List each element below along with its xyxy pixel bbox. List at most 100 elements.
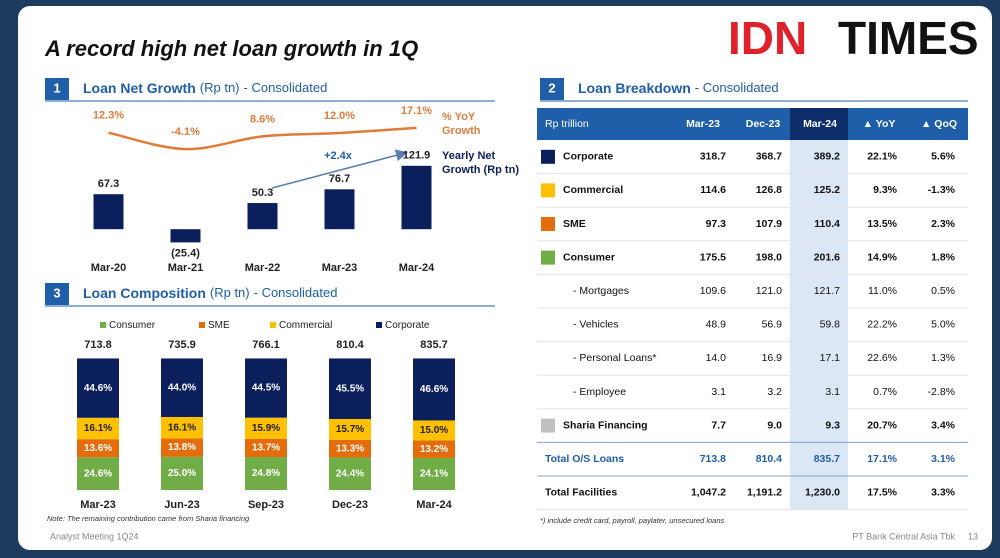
table-cell: 5.0% xyxy=(931,319,955,331)
table-cell: 11.0% xyxy=(868,285,897,297)
table-cell: 121.7 xyxy=(814,285,840,297)
bar-segment xyxy=(77,417,119,440)
table-cell: 1,191.2 xyxy=(747,487,782,499)
bar xyxy=(401,165,432,230)
section-number-box xyxy=(540,78,564,100)
bar xyxy=(324,189,355,230)
table-cell: 3.1% xyxy=(931,453,956,465)
table-header-cell: ▲ YoY xyxy=(863,118,896,130)
x-tick-label: Mar-24 xyxy=(399,262,435,274)
segment-label: 44.6% xyxy=(84,383,112,394)
segment-label: 13.6% xyxy=(84,443,112,454)
table-cell: 1,230.0 xyxy=(805,487,840,499)
bar-segment xyxy=(245,438,287,458)
segment-label: 46.6% xyxy=(420,384,448,395)
growth-line xyxy=(108,126,417,151)
x-tick-label: Mar-23 xyxy=(80,499,115,511)
row-label: Total O/S Loans xyxy=(545,453,624,465)
note: Note: The remaining contribution came fr… xyxy=(47,514,250,523)
bar-segment xyxy=(77,358,119,418)
segment-label: 13.2% xyxy=(420,444,448,455)
table-cell: 1.8% xyxy=(931,251,956,263)
segment-label: 13.3% xyxy=(336,443,364,454)
total-label: 835.7 xyxy=(420,339,448,351)
table-cell: 1.3% xyxy=(931,352,955,364)
table-cell: 48.9 xyxy=(706,319,727,331)
table-cell: 59.8 xyxy=(820,319,841,331)
x-tick-label: Dec-23 xyxy=(332,499,368,511)
bar-segment xyxy=(161,456,203,490)
legend-label: SME xyxy=(208,320,230,331)
row-label: Sharia Financing xyxy=(563,419,648,431)
watermark: IDN xyxy=(728,12,807,64)
table-cell: 14.9% xyxy=(867,251,897,263)
section-subtitle: - Consolidated xyxy=(254,285,338,300)
row-label: - Mortgages xyxy=(573,285,629,297)
table-cell: 389.2 xyxy=(814,151,840,163)
growth-arrow xyxy=(271,149,408,189)
segment-label: 15.9% xyxy=(252,423,280,434)
table-cell: 198.0 xyxy=(756,251,782,263)
table-cell: 110.4 xyxy=(814,218,840,230)
segment-label: 16.1% xyxy=(168,422,196,433)
bar-segment xyxy=(245,457,287,490)
segment-label: 24.4% xyxy=(336,468,364,479)
row-label: - Employee xyxy=(573,386,626,398)
table-cell: 125.2 xyxy=(814,184,840,196)
table-cell: 17.5% xyxy=(867,487,897,499)
table-cell: 109.6 xyxy=(700,285,726,297)
bar-segment xyxy=(329,457,371,490)
table-cell: 5.6% xyxy=(931,151,956,163)
table-cell: 3.3% xyxy=(931,487,956,499)
table-cell: 3.1 xyxy=(825,386,840,398)
bar-label: 76.7 xyxy=(329,173,350,185)
table-cell: 16.9 xyxy=(762,352,783,364)
bar-segment xyxy=(161,438,203,457)
legend-swatch xyxy=(100,322,106,328)
x-tick-label: Mar-20 xyxy=(91,262,126,274)
table-cell: 126.8 xyxy=(756,184,782,196)
segment-label: 13.8% xyxy=(168,442,196,453)
table-cell: 97.3 xyxy=(706,218,727,230)
table-header-cell: Dec-23 xyxy=(746,118,781,130)
line-label: 17.1% xyxy=(401,105,432,117)
table-cell: 713.8 xyxy=(700,453,726,465)
table-header xyxy=(537,108,968,140)
segment-label: 24.1% xyxy=(420,469,448,480)
table-cell: 0.5% xyxy=(931,285,955,297)
table-cell: 9.0 xyxy=(767,419,782,431)
x-tick-label: Jun-23 xyxy=(164,499,199,511)
table-cell: 22.2% xyxy=(867,319,897,331)
footer: Analyst Meeting 1Q24 xyxy=(50,531,139,541)
legend-swatch xyxy=(270,322,276,328)
table-cell: 1,047.2 xyxy=(691,487,726,499)
section-number-box xyxy=(45,283,69,305)
bar-segment xyxy=(161,358,203,417)
segment-label: 44.0% xyxy=(168,382,196,393)
bar-segment xyxy=(329,439,371,458)
section-number-box xyxy=(45,78,69,100)
row-label: Consumer xyxy=(563,251,615,263)
table-cell: 2.3% xyxy=(931,218,956,230)
legend-label: Consumer xyxy=(109,320,156,331)
bar-segment xyxy=(329,358,371,419)
bar-label: (25.4) xyxy=(171,247,200,259)
bar-segment xyxy=(77,457,119,490)
table-cell: 56.9 xyxy=(762,319,783,331)
total-label: 810.4 xyxy=(336,339,364,351)
bar xyxy=(170,229,201,243)
table-cell: 22.6% xyxy=(867,352,897,364)
legend-swatch xyxy=(199,322,205,328)
annotation: +2.4x xyxy=(324,150,353,162)
x-tick-label: Mar-22 xyxy=(245,262,280,274)
bar-segment xyxy=(413,440,455,458)
table-cell: 175.5 xyxy=(700,251,726,263)
segment-label: 24.6% xyxy=(84,468,112,479)
section-number: 3 xyxy=(53,285,60,300)
bar-segment xyxy=(77,439,119,458)
total-label: 713.8 xyxy=(84,339,112,351)
x-tick-label: Mar-23 xyxy=(322,262,357,274)
row-marker xyxy=(541,149,555,164)
bar xyxy=(93,194,124,230)
